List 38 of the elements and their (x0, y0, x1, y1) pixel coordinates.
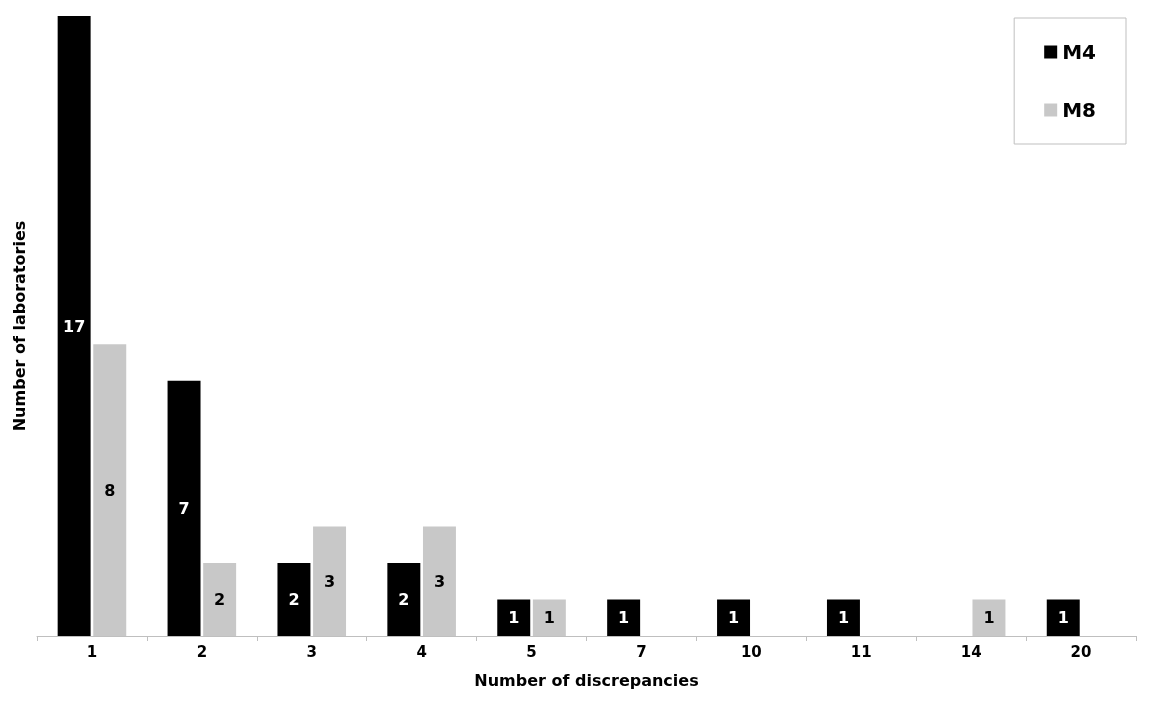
x-tick-label: 3 (306, 642, 317, 661)
bar (387, 563, 421, 636)
bar (497, 599, 531, 636)
data-label: 3 (433, 571, 446, 591)
x-tick-label: 20 (1070, 642, 1092, 661)
bar (607, 599, 641, 636)
bar (57, 16, 91, 636)
data-label: 1 (543, 608, 555, 628)
bar (1046, 599, 1080, 636)
legend-label: M4 (1062, 40, 1097, 64)
y-axis-title: Number of laboratories (9, 220, 29, 432)
data-label: 1 (508, 608, 520, 628)
x-tick-label: 5 (526, 642, 537, 661)
data-label: 1 (983, 608, 995, 628)
data-label: 3 (323, 571, 336, 591)
data-label: 2 (214, 590, 226, 610)
x-axis-title: Number of discrepancies (474, 670, 699, 690)
bar (826, 599, 860, 636)
x-tick-label: 14 (960, 642, 982, 661)
data-label: 2 (398, 590, 410, 610)
bar (167, 380, 201, 636)
bar (717, 599, 751, 636)
data-label: 2 (288, 590, 300, 610)
x-tick-label: 2 (196, 642, 208, 661)
x-tick-label: 10 (740, 642, 762, 661)
legend-label: M8 (1062, 98, 1097, 122)
data-label: 8 (104, 480, 116, 500)
x-tick-label: 11 (850, 642, 872, 661)
data-label: 1 (1057, 608, 1069, 628)
x-tick-label: 1 (86, 642, 98, 661)
x-tick-label: 7 (636, 642, 647, 661)
data-label: 1 (727, 608, 740, 628)
bar (277, 563, 311, 636)
x-tick-label: 4 (416, 642, 427, 661)
data-label: 17 (63, 316, 86, 336)
data-label: 1 (837, 608, 850, 628)
data-label: 7 (178, 498, 190, 518)
data-label: 1 (618, 608, 630, 628)
